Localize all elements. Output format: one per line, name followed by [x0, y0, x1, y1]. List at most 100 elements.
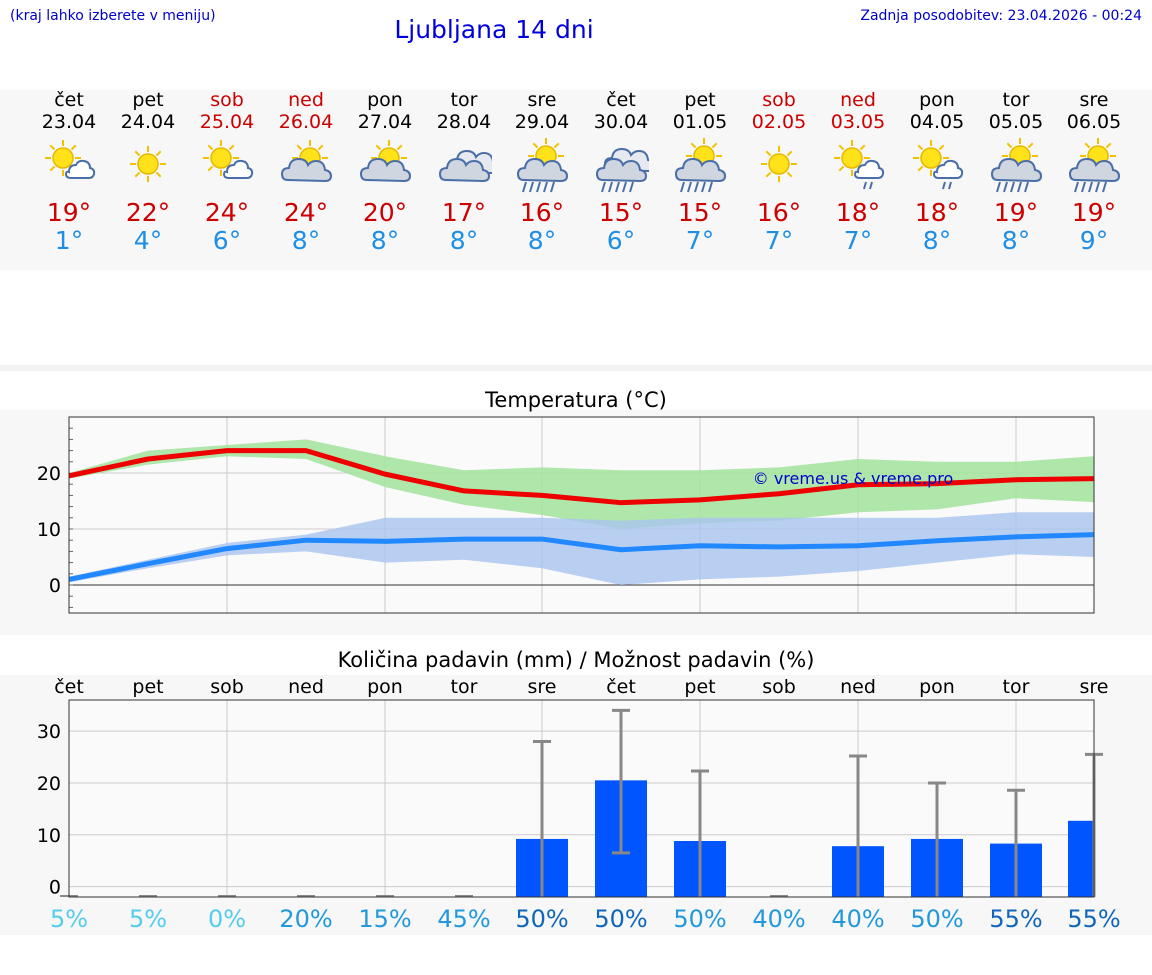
day-date: 28.04 [436, 111, 492, 133]
max-temperature: 19° [993, 198, 1039, 227]
plot-frame [68, 416, 1095, 614]
day-name: čet [606, 89, 636, 111]
min-temperature: 8° [527, 226, 557, 255]
y-tick-label: 0 [49, 877, 61, 899]
day-name: sre [527, 89, 557, 111]
day-name: pon [367, 89, 403, 111]
x-tick-label: ned [288, 676, 324, 698]
day-date: 06.05 [1066, 111, 1122, 133]
max-range-band [69, 439, 1094, 529]
precipitation-chance: 5% [50, 905, 88, 933]
precipitation-chance: 55% [1067, 905, 1120, 933]
min-temperature: 8° [291, 226, 321, 255]
y-tick-label: 10 [37, 519, 61, 541]
max-temperature: 16° [756, 198, 802, 227]
min-temperature: 7° [685, 226, 715, 255]
x-tick-label: tor [451, 676, 478, 698]
cloudy-icon [436, 138, 501, 194]
precipitation-chance: 5% [129, 905, 167, 933]
y-tick-label: 20 [37, 773, 61, 795]
min-temperature: 9° [1079, 226, 1109, 255]
day-date: 25.04 [199, 111, 255, 133]
x-tick-label: pet [132, 676, 163, 698]
y-tick-label: 30 [37, 721, 61, 743]
max-temperature: 19° [1071, 198, 1117, 227]
partly-cloudy-icon [357, 138, 413, 194]
max-temperature: 18° [914, 198, 960, 227]
day-date: 23.04 [41, 111, 97, 133]
precipitation-chance: 0% [208, 905, 246, 933]
x-tick-label: sob [210, 676, 244, 698]
x-tick-label: ned [840, 676, 876, 698]
day-name: čet [54, 89, 84, 111]
x-tick-label: čet [54, 676, 84, 698]
max-temperature: 15° [677, 198, 723, 227]
day-date: 03.05 [830, 111, 886, 133]
min-temperature: 7° [843, 226, 873, 255]
watermark: © vreme.us & vreme.pro [753, 469, 954, 488]
sun-rain-icon [672, 138, 728, 194]
day-date: 04.05 [909, 111, 965, 133]
precipitation-chance: 50% [910, 905, 963, 933]
min-temperature: 4° [133, 226, 163, 255]
sun-icon [751, 138, 807, 194]
x-tick-label: sre [1080, 676, 1109, 698]
sun-cloud-icon [41, 138, 97, 194]
min-temperature: 8° [370, 226, 400, 255]
precipitation-chance: 40% [831, 905, 884, 933]
sun-cloud-drizzle-icon [830, 138, 886, 194]
day-date: 24.04 [120, 111, 176, 133]
precipitation-chart-title: Količina padavin (mm) / Možnost padavin … [337, 648, 815, 672]
day-name: pet [132, 89, 164, 111]
temperature-chart-title: Temperatura (°C) [485, 388, 667, 412]
min-range-band [69, 512, 1094, 585]
partly-cloudy-icon [278, 138, 334, 194]
day-name: sre [1079, 89, 1109, 111]
min-temperature: 6° [212, 226, 242, 255]
x-tick-label: sob [762, 676, 796, 698]
sun-rain-icon [1066, 138, 1122, 194]
temperature-chart: 0 10 20 © vreme.us & vreme.pro [37, 416, 1095, 614]
sun-icon [120, 138, 176, 194]
plot-frame [68, 699, 1095, 898]
y-tick-label: 20 [37, 463, 61, 485]
location-hint[interactable]: (kraj lahko izberete v meniju) [10, 8, 216, 24]
precipitation-chance: 45% [437, 905, 490, 933]
precipitation-chance: 40% [752, 905, 805, 933]
day-date: 27.04 [357, 111, 413, 133]
y-tick-label: 0 [49, 575, 61, 597]
day-name: sob [762, 89, 796, 111]
day-name: tor [1002, 89, 1030, 111]
min-temperature: 7° [764, 226, 794, 255]
precipitation-chance: 55% [989, 905, 1042, 933]
min-temperature: 6° [606, 226, 636, 255]
day-name: sob [210, 89, 244, 111]
day-name: pon [919, 89, 955, 111]
max-temperature: 20° [362, 198, 408, 227]
precipitation-bar [1068, 820, 1094, 897]
min-temperature: 8° [449, 226, 479, 255]
max-temperature: 24° [204, 198, 250, 227]
x-tick-label: tor [1003, 676, 1030, 698]
x-tick-label: pon [919, 676, 955, 698]
sun-rain-icon [514, 138, 570, 194]
y-tick-label: 10 [37, 825, 61, 847]
sun-cloud-drizzle-icon [909, 138, 965, 194]
day-name: ned [840, 89, 876, 111]
max-temperature: 19° [46, 198, 92, 227]
min-temperature: 8° [922, 226, 952, 255]
last-updated: Zadnja posodobitev: 23.04.2026 - 00:24 [860, 8, 1142, 24]
page-title: Ljubljana 14 dni [394, 15, 594, 44]
day-date: 01.05 [672, 111, 728, 133]
forecast-days-panel [0, 90, 1152, 270]
min-temperature: 8° [1001, 226, 1031, 255]
max-temperature: 24° [283, 198, 329, 227]
precipitation-chance: 15% [358, 905, 411, 933]
max-temperature: 18° [835, 198, 881, 227]
day-date: 02.05 [751, 111, 807, 133]
precipitation-chance: 50% [515, 905, 568, 933]
precipitation-chance: 20% [279, 905, 332, 933]
max-temperature: 15° [598, 198, 644, 227]
precipitation-chance: 50% [594, 905, 647, 933]
min-temperature-line [68, 532, 1095, 582]
